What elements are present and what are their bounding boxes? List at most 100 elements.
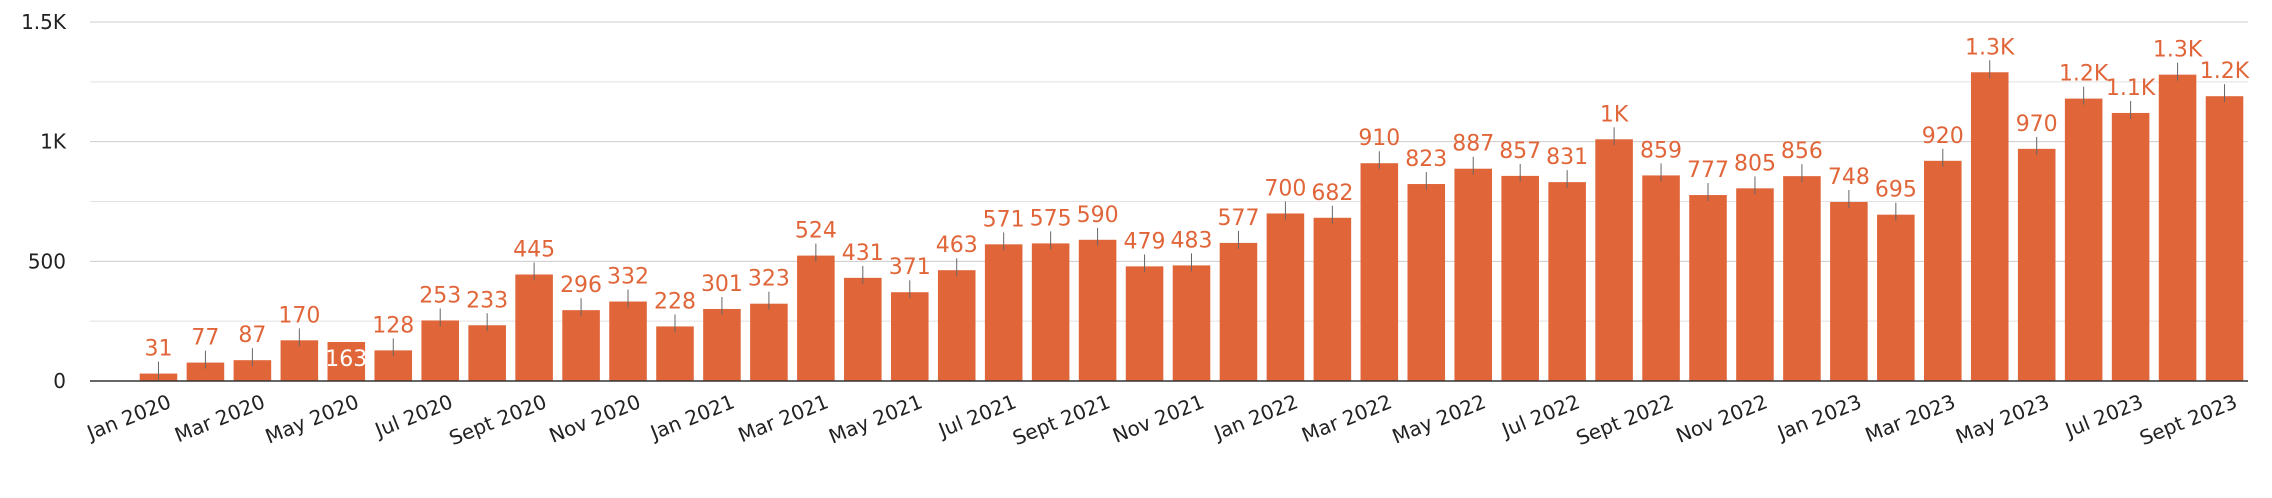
data-label: 77 — [191, 326, 219, 351]
bar — [937, 270, 976, 381]
data-label: 253 — [419, 283, 461, 308]
data-label: 577 — [1217, 206, 1259, 231]
bar — [1642, 175, 1680, 381]
bar — [1548, 182, 1586, 381]
x-tick-label: Jan 2020 — [82, 389, 175, 445]
bar — [1313, 217, 1352, 381]
bar — [1830, 201, 1868, 381]
bars — [139, 72, 2244, 382]
x-tick-label: Jul 2020 — [370, 389, 456, 442]
data-label: 887 — [1452, 132, 1494, 157]
x-tick-label: Sept 2021 — [1009, 389, 1113, 450]
bar — [2017, 148, 2056, 381]
bar — [2158, 74, 2197, 382]
bar — [1266, 213, 1305, 381]
bar — [984, 244, 1023, 381]
data-label: 87 — [238, 323, 266, 348]
y-tick-label: 500 — [28, 249, 66, 273]
data-label: 571 — [983, 207, 1025, 232]
bar — [1877, 214, 1915, 381]
bar — [1595, 139, 1633, 381]
data-label: 805 — [1734, 151, 1776, 176]
data-label: 1.3K — [1965, 35, 2015, 60]
bar — [1689, 195, 1727, 381]
x-tick-label: Jul 2022 — [1497, 389, 1583, 442]
data-label: 1.2K — [2200, 59, 2250, 84]
x-tick-label: Sept 2020 — [446, 389, 550, 450]
data-label: 777 — [1687, 158, 1729, 183]
x-tick-label: Jul 2021 — [933, 389, 1019, 442]
bar — [844, 277, 882, 381]
data-label: 163 — [325, 347, 367, 372]
bar — [890, 292, 929, 381]
data-label: 445 — [513, 238, 555, 263]
x-tick-label: Mar 2022 — [1298, 389, 1395, 447]
bar — [1970, 72, 2009, 381]
bar — [2064, 98, 2103, 381]
x-tick-label: May 2021 — [825, 389, 925, 448]
x-tick-label: Jul 2023 — [2060, 389, 2146, 442]
data-label: 332 — [607, 265, 649, 290]
x-tick-label: Nov 2021 — [1109, 389, 1207, 447]
bar — [1783, 176, 1821, 381]
data-label: 831 — [1546, 145, 1588, 170]
data-label: 859 — [1640, 138, 1682, 163]
data-label: 1.1K — [2106, 76, 2156, 101]
bar — [2205, 96, 2244, 382]
data-label: 524 — [795, 219, 837, 244]
bar — [515, 274, 553, 381]
bar — [421, 320, 459, 381]
x-tick-label: Jan 2022 — [1209, 389, 1302, 445]
data-label: 695 — [1875, 178, 1917, 203]
bar — [656, 326, 694, 381]
bar — [327, 341, 366, 381]
data-label: 857 — [1499, 139, 1541, 164]
x-tick-label: Sept 2023 — [2136, 389, 2240, 450]
x-tick-label: Nov 2020 — [546, 389, 644, 447]
data-label: 31 — [144, 337, 172, 362]
data-label: 128 — [372, 313, 414, 338]
data-label: 233 — [466, 288, 508, 313]
data-label: 856 — [1781, 139, 1823, 164]
data-label: 170 — [278, 303, 320, 328]
bar — [1736, 188, 1774, 381]
error-bars — [157, 60, 2226, 380]
data-label: 479 — [1124, 229, 1166, 254]
bar — [1078, 239, 1117, 381]
x-tick-label: May 2023 — [1952, 389, 2052, 448]
bar — [750, 303, 788, 381]
data-label: 682 — [1311, 181, 1353, 206]
bar — [797, 255, 835, 381]
data-label: 301 — [701, 272, 743, 297]
x-tick-label: Sept 2022 — [1573, 389, 1677, 450]
bar — [1125, 266, 1164, 381]
bar — [1924, 160, 1962, 381]
y-tick-label: 1.5K — [21, 10, 67, 34]
bar — [186, 362, 225, 381]
bar — [468, 325, 506, 381]
x-tick-label: Mar 2023 — [1862, 389, 1959, 447]
data-label: 823 — [1405, 147, 1447, 172]
data-label: 748 — [1828, 165, 1870, 190]
bar — [703, 308, 741, 381]
y-tick-label: 1K — [40, 130, 67, 154]
x-tick-label: May 2020 — [262, 389, 362, 448]
data-label: 700 — [1264, 177, 1306, 202]
bar — [1031, 243, 1070, 381]
data-label: 1.2K — [2059, 62, 2109, 87]
data-label: 1K — [1600, 102, 1629, 127]
bar — [1501, 175, 1539, 381]
data-label: 910 — [1358, 126, 1400, 151]
data-label: 228 — [654, 289, 696, 314]
bar — [280, 340, 319, 381]
bar — [1172, 265, 1211, 381]
data-label: 431 — [842, 241, 884, 266]
data-label: 296 — [560, 273, 602, 298]
bar — [562, 310, 600, 381]
x-tick-label: Nov 2022 — [1673, 389, 1771, 447]
data-label: 1.3K — [2153, 38, 2203, 63]
bar — [233, 360, 272, 381]
